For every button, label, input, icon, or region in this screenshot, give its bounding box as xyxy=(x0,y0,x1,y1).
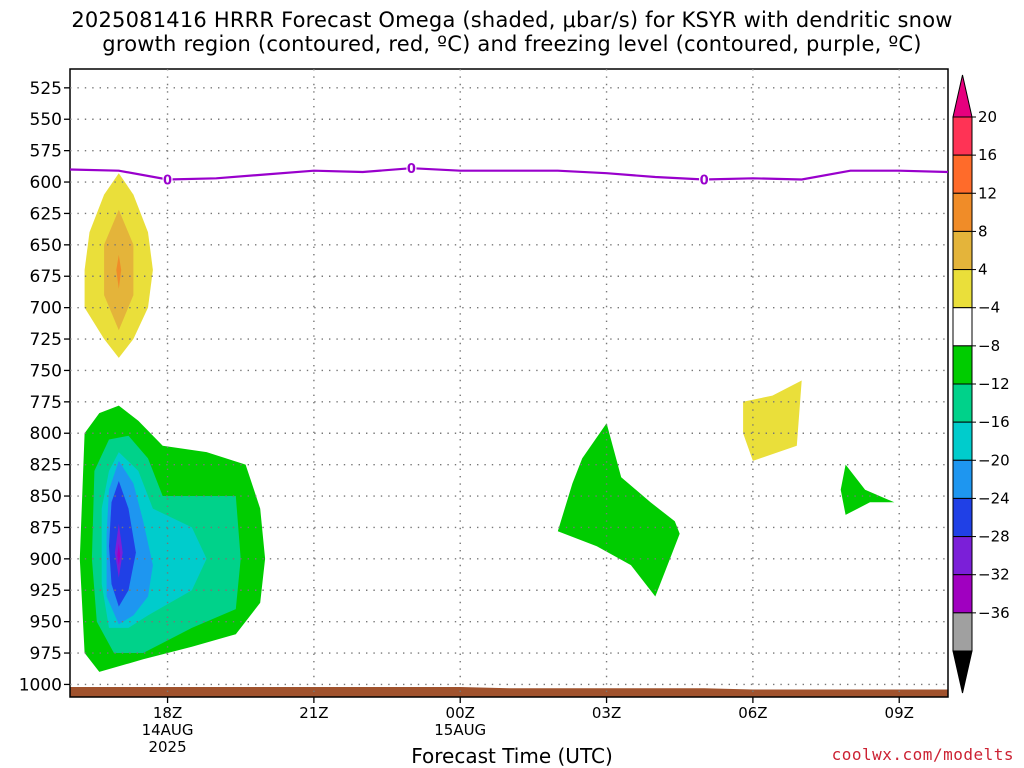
y-tick-label: 975 xyxy=(30,644,62,664)
colorbar-label: −24 xyxy=(978,489,1010,507)
chart-title-line-1: 2025081416 HRRR Forecast Omega (shaded, … xyxy=(71,8,953,32)
colorbar-swatch xyxy=(952,574,973,614)
freezing-label-bg xyxy=(699,172,710,187)
y-tick-label: 625 xyxy=(30,204,62,224)
colorbar-swatch xyxy=(952,116,973,156)
x-tick-date: 15AUG xyxy=(434,721,486,739)
y-tick-label: 1000 xyxy=(19,675,62,695)
x-tick-label: 21Z xyxy=(299,704,328,722)
colorbar-swatch xyxy=(952,497,973,538)
colorbar-label: −8 xyxy=(978,337,1000,355)
colorbar-label: 20 xyxy=(978,108,997,126)
y-tick-label: 900 xyxy=(30,550,62,570)
omega-region-11 xyxy=(557,423,680,597)
y-tick-label: 925 xyxy=(30,581,62,601)
y-tick-label: 550 xyxy=(30,110,62,130)
x-tick-label: 00Z xyxy=(446,704,475,722)
x-tick-label: 06Z xyxy=(738,704,767,722)
colorbar-swatch xyxy=(952,307,973,347)
colorbar-label: −32 xyxy=(978,566,1010,584)
y-tick-label: 525 xyxy=(30,79,62,99)
y-tick-label: 700 xyxy=(30,299,62,319)
freezing-level-label: 0 xyxy=(700,174,709,189)
colorbar-swatch xyxy=(952,459,973,499)
x-tick-year: 2025 xyxy=(148,738,186,756)
omega-region-3 xyxy=(116,254,122,289)
colorbar-label: 8 xyxy=(978,222,988,240)
freezing-label-bg xyxy=(406,161,417,176)
x-tick-label: 03Z xyxy=(592,704,621,722)
y-tick-label: 675 xyxy=(30,267,62,287)
x-tick-label: 18Z xyxy=(153,704,182,722)
colorbar-label: 4 xyxy=(978,261,988,279)
y-tick-label: 800 xyxy=(30,424,62,444)
y-tick-label: 850 xyxy=(30,487,62,507)
plot-frame xyxy=(69,68,949,698)
colorbar-swatch xyxy=(952,269,973,309)
colorbar-swatch xyxy=(952,230,973,271)
plot-area xyxy=(69,68,949,698)
colorbar-label: 16 xyxy=(978,146,997,164)
freezing-level-label: 0 xyxy=(407,162,416,177)
chart-title-line-2: growth region (contoured, red, ºC) and f… xyxy=(102,32,922,56)
colorbar-label: −4 xyxy=(978,299,1000,317)
x-axis-label: Forecast Time (UTC) xyxy=(411,744,613,768)
y-tick-label: 650 xyxy=(30,236,62,256)
y-tick-label: 575 xyxy=(30,142,62,162)
credit-text: coolwx.com/modelts xyxy=(831,745,1014,764)
y-tick-label: 750 xyxy=(30,361,62,381)
colorbar-label: −36 xyxy=(978,604,1010,622)
y-tick-label: 725 xyxy=(30,330,62,350)
colorbar-swatch xyxy=(952,154,973,194)
colorbar-label: −16 xyxy=(978,413,1010,431)
colorbar-swatch xyxy=(952,612,973,652)
y-tick-label: 875 xyxy=(30,518,62,538)
omega-region-10 xyxy=(117,543,121,566)
y-axis: 525 550 575 600 625 650 675 700 725 750 775 800 825 8… xyxy=(19,79,70,695)
colorbar-swatch xyxy=(952,536,973,576)
colorbar-bottom-arrow xyxy=(952,650,973,694)
freezing-level-line xyxy=(69,167,949,181)
colorbar-swatch xyxy=(952,345,973,385)
omega-region-13 xyxy=(840,464,895,515)
freezing-level-contour: 0 0 0 xyxy=(69,161,949,189)
colorbar-swatch xyxy=(952,192,973,232)
terrain-surface xyxy=(70,687,948,697)
colorbar: 20 16 12 8 4 −4 −8 −12 −16 −20 −24 −28 −32 −36 xyxy=(952,74,1010,694)
omega-region-8 xyxy=(109,481,136,607)
colorbar-label: −28 xyxy=(978,528,1010,546)
y-tick-label: 825 xyxy=(30,456,62,476)
freezing-label-bg xyxy=(162,172,173,187)
colorbar-top-arrow xyxy=(952,74,973,118)
y-tick-label: 775 xyxy=(30,393,62,413)
colorbar-label: 12 xyxy=(978,184,997,202)
omega-region-12 xyxy=(743,380,802,461)
colorbar-swatch xyxy=(952,383,973,423)
colorbar-label: −20 xyxy=(978,451,1010,469)
colorbar-label: −12 xyxy=(978,375,1010,393)
x-tick-label: 09Z xyxy=(885,704,914,722)
y-tick-label: 600 xyxy=(30,173,62,193)
x-tick-date: 14AUG xyxy=(142,721,194,739)
freezing-level-label: 0 xyxy=(163,174,172,189)
y-tick-label: 950 xyxy=(30,613,62,633)
colorbar-swatch xyxy=(952,421,973,461)
chart-title: 2025081416 HRRR Forecast Omega (shaded, … xyxy=(0,8,1024,56)
